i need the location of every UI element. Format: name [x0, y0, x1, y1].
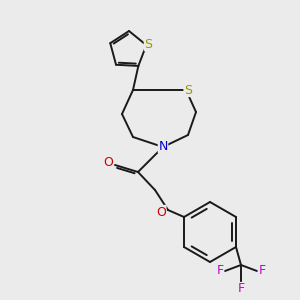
Text: N: N [158, 140, 168, 152]
Text: O: O [103, 157, 113, 169]
Text: F: F [237, 283, 244, 296]
Text: S: S [144, 38, 152, 51]
Text: F: F [216, 265, 224, 278]
Text: O: O [156, 206, 166, 218]
Text: S: S [184, 83, 192, 97]
Text: F: F [258, 265, 266, 278]
